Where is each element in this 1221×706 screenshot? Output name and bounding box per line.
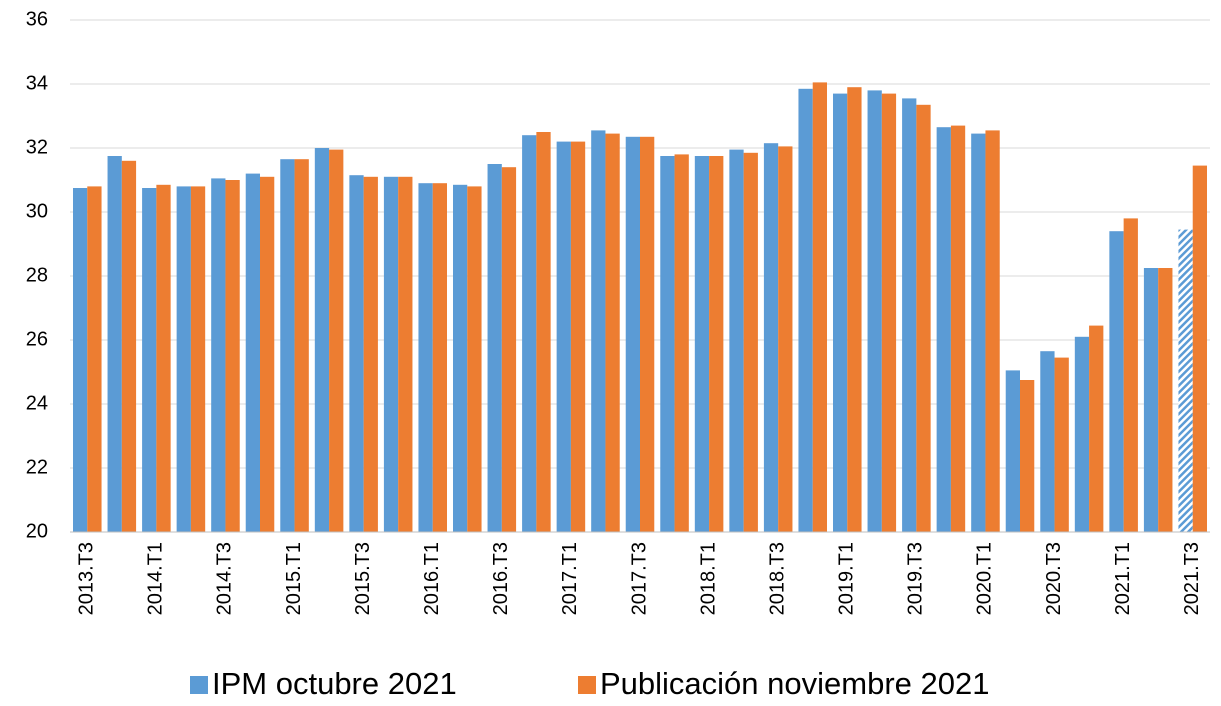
bar [674, 154, 689, 532]
bar [190, 186, 206, 532]
bar [467, 186, 482, 532]
x-tick-label: 2015.T3 [352, 542, 374, 615]
legend-label: IPM octubre 2021 [212, 666, 457, 701]
bar [625, 136, 640, 533]
bar [418, 183, 433, 532]
bar [156, 184, 171, 533]
legend-label: Publicación noviembre 2021 [600, 666, 989, 701]
x-tick-label: 2016.T3 [490, 542, 512, 615]
bar [1089, 325, 1104, 532]
bar [121, 160, 137, 533]
bar [211, 178, 226, 532]
bar [453, 184, 468, 533]
bar [798, 88, 813, 533]
bar [916, 104, 931, 533]
bar [398, 176, 413, 533]
x-tick-label: 2021.T1 [1112, 542, 1134, 615]
y-tick-label: 20 [26, 520, 48, 542]
bar [280, 159, 295, 532]
bar [487, 164, 502, 532]
bar [1054, 357, 1069, 532]
bar [501, 167, 517, 532]
y-tick-label: 24 [26, 392, 48, 414]
bar [1123, 218, 1138, 532]
x-tick-label: 2014.T1 [145, 542, 167, 615]
x-tick-label: 2019.T3 [905, 542, 927, 615]
bar [867, 90, 882, 533]
bar [522, 135, 537, 532]
legend-swatch [190, 676, 208, 694]
bar [363, 176, 378, 533]
bar [985, 130, 1000, 532]
bar [591, 130, 606, 532]
bar [432, 183, 447, 532]
bar [971, 133, 986, 532]
x-tick-label: 2017.T3 [628, 542, 650, 615]
bar [902, 98, 917, 533]
y-tick-label: 28 [26, 264, 48, 286]
bar [383, 176, 399, 533]
x-tick-label: 2013.T3 [76, 542, 98, 615]
bar [107, 156, 122, 532]
bar [1143, 268, 1159, 532]
bar [881, 93, 897, 532]
bar [142, 188, 157, 532]
bar [1020, 380, 1035, 532]
bar [536, 132, 551, 532]
bar [743, 152, 758, 533]
bar [709, 156, 724, 532]
bar [570, 141, 586, 532]
bar [1109, 231, 1124, 532]
bar [694, 156, 710, 532]
bar [260, 176, 275, 533]
bar [833, 93, 848, 532]
legend-swatch [578, 676, 596, 694]
bar [660, 156, 675, 532]
x-tick-label: 2019.T1 [836, 542, 858, 615]
y-tick-label: 36 [26, 8, 48, 30]
x-tick-label: 2018.T3 [766, 542, 788, 615]
x-tick-label: 2015.T1 [283, 542, 305, 615]
bar [778, 146, 793, 532]
bar [1192, 165, 1207, 532]
bar [556, 141, 571, 532]
bar [1158, 268, 1173, 532]
bar [729, 149, 744, 532]
y-tick-label: 30 [26, 200, 48, 222]
x-tick-label: 2017.T1 [559, 542, 581, 615]
bar [1005, 370, 1020, 532]
bar [847, 87, 862, 532]
bar [950, 125, 966, 532]
y-tick-label: 26 [26, 328, 48, 350]
bar [1178, 229, 1193, 532]
y-tick-label: 22 [26, 456, 48, 478]
bar [763, 143, 779, 532]
x-tick-label: 2020.T1 [974, 542, 996, 615]
bar [73, 188, 88, 532]
x-tick-label: 2021.T3 [1181, 542, 1203, 615]
x-tick-label: 2014.T3 [214, 542, 236, 615]
bar [225, 180, 240, 532]
bar [176, 186, 191, 532]
bar [294, 159, 309, 532]
bar [605, 133, 620, 532]
bar [936, 127, 951, 532]
y-tick-label: 32 [26, 136, 48, 158]
bar [812, 82, 827, 533]
y-tick-label: 34 [26, 72, 48, 94]
bar [349, 175, 364, 532]
x-tick-label: 2020.T3 [1043, 542, 1065, 615]
bar [314, 148, 330, 532]
bar [87, 186, 102, 532]
x-tick-label: 2016.T1 [421, 542, 443, 615]
bar [1074, 336, 1090, 532]
bar [1040, 351, 1055, 532]
bar [329, 149, 344, 532]
bar [640, 136, 655, 533]
x-tick-label: 2018.T1 [697, 542, 719, 615]
bar [245, 173, 260, 532]
